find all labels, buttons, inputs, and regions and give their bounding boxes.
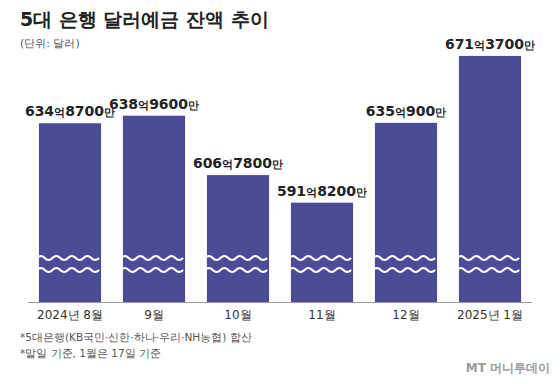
- data-label: 634억8700만: [25, 103, 115, 119]
- axis-break: [457, 268, 519, 272]
- axis-break: [373, 256, 435, 260]
- x-tick-label: 12월: [392, 308, 419, 322]
- bars: [37, 56, 521, 302]
- note: *5대은행(KB국민·신한·하나·우리·NH농협) 합산: [20, 331, 252, 343]
- subtitle: (단위: 달러): [20, 37, 80, 50]
- axis-break: [373, 268, 435, 272]
- axis-break: [289, 256, 351, 260]
- x-tick-label: 11월: [308, 308, 335, 322]
- axis-break: [37, 268, 99, 272]
- data-label: 671억3700만: [445, 36, 535, 52]
- axis-break: [205, 268, 267, 272]
- axis-break: [289, 268, 351, 272]
- title: 5대 은행 달러예금 잔액 추이: [20, 8, 269, 30]
- data-label: 635억900만: [366, 103, 446, 119]
- axis-break: [37, 256, 99, 260]
- x-tick-label: 2024년 8월: [37, 308, 103, 322]
- bar: [375, 123, 437, 302]
- axis-break: [205, 256, 267, 260]
- x-tick-label: 9월: [144, 308, 164, 322]
- source: MT 머니투데이: [466, 361, 550, 375]
- bar: [459, 56, 521, 302]
- note: *말일 기준, 1월은 17일 기준: [20, 347, 161, 359]
- x-tick-label: 10월: [224, 308, 251, 322]
- axis-break: [121, 268, 183, 272]
- bar: [123, 116, 185, 302]
- axis-break: [121, 256, 183, 260]
- bar: [291, 203, 353, 302]
- data-label: 591억8200만: [277, 183, 367, 199]
- data-label: 638억9600만: [109, 96, 199, 112]
- x-tick-label: 2025년 1월: [457, 308, 523, 322]
- bar: [39, 123, 101, 302]
- axis-break: [457, 256, 519, 260]
- chart: 5대 은행 달러예금 잔액 추이 (단위: 달러) 634억8700만638억960…: [0, 0, 560, 384]
- bar: [207, 175, 269, 302]
- data-label: 606억7800만: [193, 155, 283, 171]
- baseline: [28, 302, 532, 303]
